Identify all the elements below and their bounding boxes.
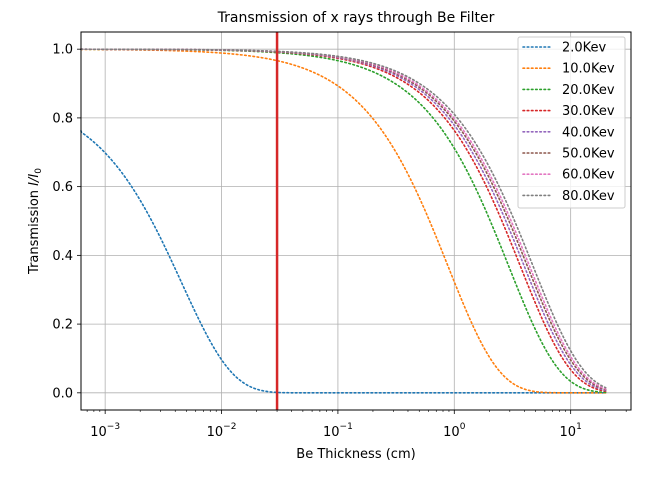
legend-label: 2.0Kev [562, 41, 607, 56]
y-tick-label: 1.0 [52, 43, 73, 58]
x-axis-label: Be Thickness (cm) [296, 447, 415, 462]
x-tick-exponent: 0 [460, 422, 466, 432]
series-line [80, 130, 607, 394]
x-tick-base: 10 [560, 425, 577, 440]
chart-title: Transmission of x rays through Be Filter [217, 10, 495, 26]
x-tick-label: 10−3 [90, 422, 120, 440]
x-tick-base: 10 [323, 425, 340, 440]
x-tick-label: 100 [443, 422, 466, 440]
x-tick-base: 10 [90, 425, 107, 440]
x-tick-exponent: −3 [107, 422, 120, 432]
y-tick-label: 0.4 [52, 249, 73, 264]
x-tick-exponent: −1 [340, 422, 353, 432]
y-tick-label: 0.0 [52, 386, 73, 401]
legend-label: 10.0Kev [562, 62, 615, 77]
y-axis-ticks: 0.0 0.2 0.4 0.6 0.8 1.0 [52, 43, 81, 401]
x-tick-label: 10−2 [207, 422, 237, 440]
y-axis-label-subscript: 0 [34, 168, 44, 174]
y-tick-label: 0.8 [52, 111, 73, 126]
x-axis-ticks: 10−3 10−2 10−1 100 101 [86, 410, 627, 440]
x-tick-label: 10−1 [323, 422, 353, 440]
y-axis-label-math: I/I [27, 174, 42, 186]
x-tick-base: 10 [207, 425, 224, 440]
legend-label: 20.0Kev [562, 83, 615, 98]
series-line [80, 48, 607, 389]
x-tick-exponent: 1 [576, 422, 582, 432]
series-line [80, 48, 607, 394]
legend: 2.0Kev 10.0Kev 20.0Kev 30.0Kev 40.0Kev 50.0Ke… [517, 36, 626, 209]
x-tick-base: 10 [443, 425, 460, 440]
legend-box [517, 36, 626, 209]
y-axis-label-text: Transmission [27, 186, 42, 275]
legend-label: 80.0Kev [562, 189, 615, 204]
y-tick-label: 0.2 [52, 318, 73, 333]
y-axis-label: Transmission I/I0 [27, 168, 44, 275]
legend-label: 60.0Kev [562, 168, 615, 183]
x-tick-exponent: −2 [223, 422, 236, 432]
y-tick-label: 0.6 [52, 180, 73, 195]
series-lines [80, 48, 607, 394]
x-tick-label: 101 [560, 422, 582, 440]
legend-label: 30.0Kev [562, 104, 615, 119]
legend-label: 40.0Kev [562, 125, 615, 140]
legend-label: 50.0Kev [562, 147, 615, 162]
plot-frame [80, 31, 632, 411]
